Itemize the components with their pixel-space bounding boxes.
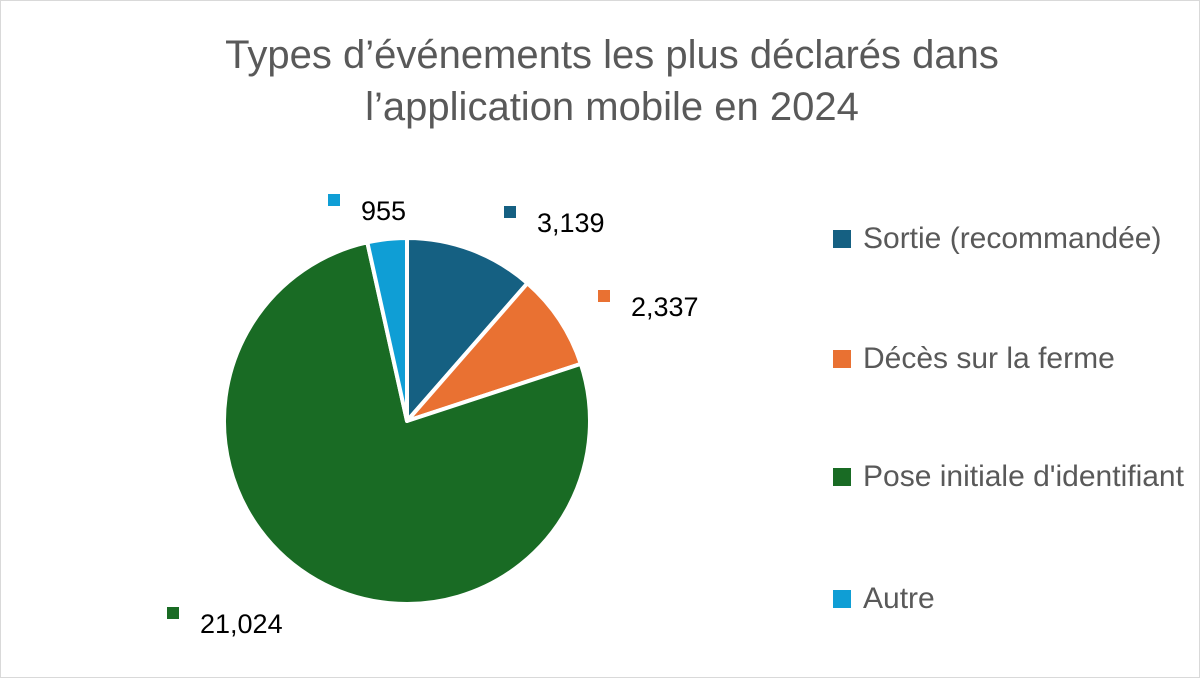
- legend-item-deces: Décès sur la ferme: [833, 339, 1200, 379]
- data-label-swatch-deces: [598, 290, 610, 302]
- data-label-swatch-sortie: [504, 206, 516, 218]
- chart-title-line-1: Types d’événements les plus déclarés dan…: [225, 33, 999, 77]
- legend-item-sortie: Sortie (recommandée): [833, 219, 1200, 259]
- legend-label-deces: Décès sur la ferme: [863, 342, 1115, 375]
- data-label-sortie: 3,139: [537, 208, 605, 238]
- legend-label-sortie: Sortie (recommandée): [863, 222, 1162, 255]
- chart-title-line-2: l’application mobile en 2024: [365, 85, 859, 129]
- data-label-swatch-autre: [328, 194, 340, 206]
- legend-item-autre: Autre: [833, 579, 1200, 619]
- legend-label-pose: Pose initiale d'identifiant: [863, 460, 1184, 493]
- legend-swatch-pose: [833, 468, 851, 486]
- legend-item-pose: Pose initiale d'identifiant: [833, 457, 1200, 497]
- pie-slice-pose: [222, 240, 592, 606]
- legend-swatch-deces: [833, 350, 851, 368]
- data-label-swatch-pose: [167, 607, 179, 619]
- data-label-pose: 21,024: [200, 609, 283, 639]
- chart-title: Types d’événements les plus déclarés dan…: [1, 29, 1200, 133]
- legend-swatch-autre: [833, 590, 851, 608]
- legend-label-autre: Autre: [863, 582, 935, 615]
- pie-slice-sortie: [405, 236, 530, 423]
- pie-slice-autre: [365, 236, 409, 423]
- data-label-deces: 2,337: [631, 292, 699, 322]
- legend-swatch-sortie: [833, 230, 851, 248]
- data-label-autre: 955: [361, 196, 406, 226]
